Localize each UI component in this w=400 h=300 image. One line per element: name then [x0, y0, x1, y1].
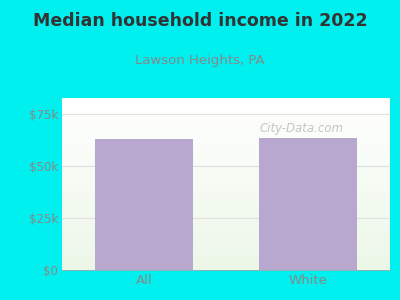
- Text: City-Data.com: City-Data.com: [259, 122, 344, 135]
- Bar: [95, 139, 193, 270]
- Bar: [259, 138, 357, 270]
- Text: Median household income in 2022: Median household income in 2022: [33, 12, 367, 30]
- Text: Lawson Heights, PA: Lawson Heights, PA: [135, 54, 265, 67]
